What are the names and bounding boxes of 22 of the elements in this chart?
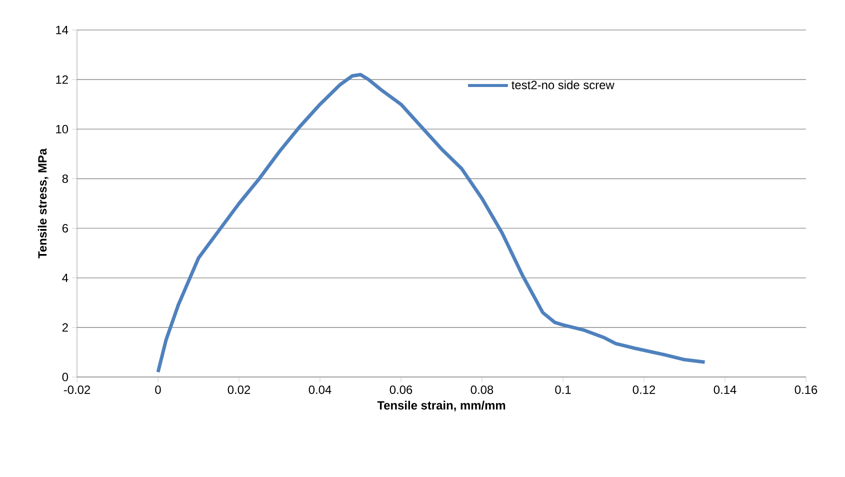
x-tick-label: 0.14	[714, 386, 736, 394]
x-tick-label: 0.02	[228, 386, 250, 394]
y-tick-label: 10	[56, 124, 68, 134]
y-axis-title: Tensile stress, MPa	[38, 148, 48, 258]
x-tick-label: 0.04	[308, 386, 332, 394]
line-series	[156, 72, 707, 374]
y-tick-label: 14	[56, 26, 68, 34]
x-axis-title: Tensile strain, mm/mm	[377, 400, 506, 412]
x-tick-label: 0.1	[555, 386, 571, 394]
x-tick-label: 0.08	[470, 386, 494, 394]
x-tick-label: 0.12	[632, 386, 656, 394]
y-tick-label: 12	[56, 75, 68, 84]
y-tick-label: 0	[62, 372, 68, 382]
y-tick-label: 6	[62, 224, 68, 233]
x-tick-label: -0.02	[64, 386, 90, 394]
y-tick-label: 8	[62, 174, 68, 183]
y-tick-label: 2	[62, 323, 68, 332]
y-tick-label: 4	[62, 274, 68, 282]
x-tick-label: 0.06	[390, 386, 412, 394]
x-tick-label: 0	[155, 386, 161, 394]
legend-label: test2-no side screw	[512, 80, 614, 90]
x-tick-label: 0.16	[794, 386, 818, 394]
